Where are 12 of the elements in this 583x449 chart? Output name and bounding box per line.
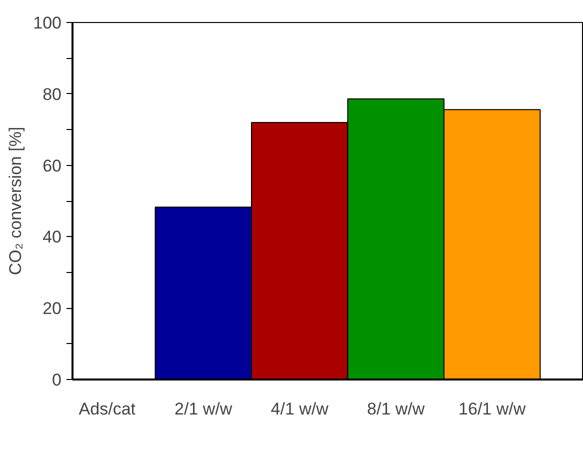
y-tick-label: 100: [33, 14, 62, 32]
y-tick-label: 20: [42, 299, 62, 318]
x-tick-label: 2/1 w/w: [174, 400, 233, 418]
y-tick-label: 60: [42, 156, 62, 176]
y-tick-label: 0: [52, 370, 62, 390]
x-axis-title: Ads/cat: [78, 400, 136, 418]
x-tick-label: 8/1 w/w: [367, 400, 426, 418]
x-tick-label: 16/1 w/w: [458, 400, 526, 418]
y-axis-title: CO₂ conversion [%]: [6, 126, 26, 276]
x-tick-label: 4/1 w/w: [270, 400, 330, 418]
y-tick-label: 80: [42, 84, 62, 104]
y-tick-label: 40: [42, 228, 62, 247]
